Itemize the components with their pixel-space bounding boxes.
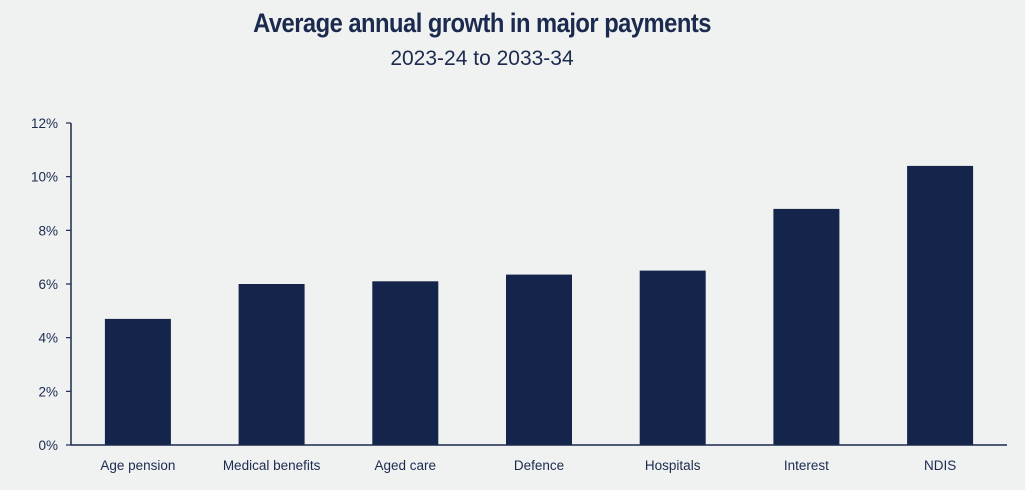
x-axis: Age pension Medical benefits Aged care Defe… — [71, 444, 1007, 473]
y-tick-label: 12% — [31, 116, 58, 131]
y-axis: 0% 2% 4% 6% 8% 10% 12% — [31, 116, 72, 453]
chart-title: Average annual growth in major payments — [253, 8, 711, 38]
chart-subtitle: 2023-24 to 2033-34 — [390, 47, 574, 70]
y-tick-label: 2% — [38, 384, 58, 399]
x-tick-label: Age pension — [100, 458, 175, 473]
y-tick-label: 10% — [31, 170, 58, 185]
y-tick-label: 0% — [38, 438, 58, 453]
bar-age-pension — [104, 318, 171, 445]
x-tick-label: NDIS — [924, 458, 956, 473]
bar-hospitals — [639, 270, 706, 445]
bar-defence — [506, 274, 572, 445]
x-tick-label: Aged care — [375, 458, 437, 473]
y-tick-label: 8% — [38, 223, 58, 238]
bar-interest — [773, 208, 840, 445]
y-tick-label: 6% — [38, 277, 58, 292]
x-tick-label: Medical benefits — [223, 458, 321, 473]
bars-group — [104, 165, 974, 445]
bar-medical-benefits — [238, 284, 305, 445]
x-tick-label: Defence — [514, 458, 564, 473]
bar-aged-care — [372, 281, 439, 445]
bar-ndis — [907, 165, 974, 445]
x-tick-label: Interest — [784, 458, 829, 473]
x-tick-label: Hospitals — [645, 458, 701, 473]
y-tick-label: 4% — [38, 331, 58, 346]
